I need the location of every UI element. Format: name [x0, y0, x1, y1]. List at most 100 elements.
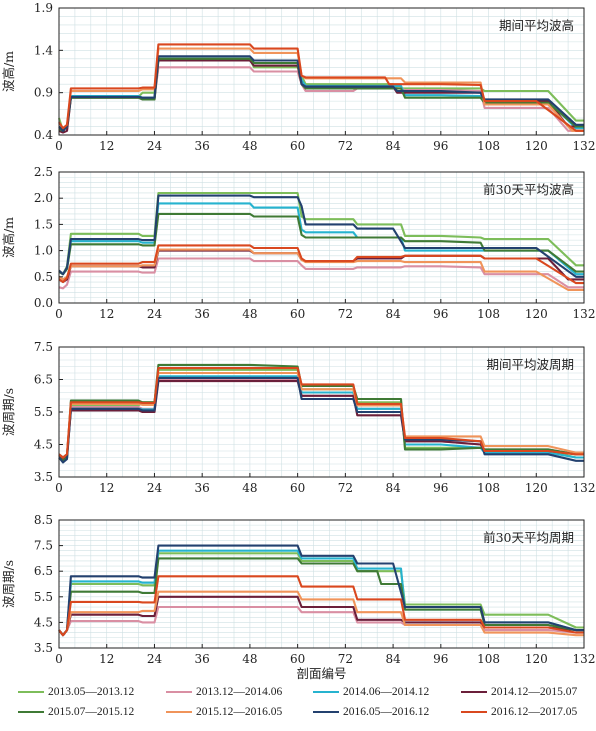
- series-line-1: [58, 552, 584, 637]
- x-tick-label: 96: [433, 481, 448, 495]
- y-tick-label: 4.5: [34, 438, 53, 452]
- chart-panel-4: 0 12 24 36 48 60 72 84 96 108 120 132 3.5 4.5 5.5 6.5 7.…: [1, 513, 596, 681]
- x-tick-label: 12: [99, 139, 114, 153]
- x-tick-label: 120: [525, 307, 548, 321]
- x-tick-label: 60: [290, 307, 305, 321]
- y-axis-label: 波周期/s: [1, 560, 16, 608]
- x-tick-label: 36: [195, 481, 210, 495]
- x-tick-label: 96: [433, 307, 448, 321]
- legend-swatch: [461, 691, 487, 693]
- x-tick-label: 132: [573, 652, 596, 666]
- y-tick-label: 3.5: [34, 641, 53, 655]
- y-tick-label: 7.5: [34, 340, 53, 354]
- legend-item: 2013.12—2014.06: [166, 684, 282, 700]
- series-line-8: [58, 43, 584, 132]
- legend-swatch: [313, 691, 339, 693]
- x-tick-label: 24: [147, 652, 163, 666]
- legend-item: 2015.12—2016.05: [166, 704, 282, 720]
- y-tick-label: 0.5: [34, 270, 53, 284]
- legend-item: 2014.12—2015.07: [461, 684, 577, 700]
- x-tick-label: 48: [242, 139, 257, 153]
- chart-panel-1: 0 12 24 36 48 60 72 84 96 108 120 132 0.4 0.9 1.4 1.9 波高…: [1, 1, 595, 153]
- x-tick-label: 108: [477, 481, 500, 495]
- y-tick-label: 5.5: [34, 405, 53, 419]
- plot-frame: [58, 7, 585, 136]
- series-line-8: [58, 367, 584, 459]
- series-line-3: [58, 202, 584, 276]
- series-line-8: [58, 575, 584, 637]
- x-tick-label: 72: [338, 307, 353, 321]
- y-tick-label: 3.5: [34, 470, 53, 484]
- x-tick-label: 72: [338, 652, 353, 666]
- y-tick-label: 1.0: [34, 244, 53, 258]
- legend-label: 2013.05—2013.12: [48, 686, 135, 698]
- chart-panel-2: 0 12 24 36 48 60 72 84 96 108 120 132 0.0 0.5 1.0 1.5 2.…: [1, 165, 595, 321]
- chart-panel-3: 0 12 24 36 48 60 72 84 96 108 120 132 3.5 4.5 5.5 6.5 7.…: [1, 340, 595, 495]
- panel-title: 期间平均波高: [499, 18, 574, 33]
- x-tick-label: 36: [195, 307, 210, 321]
- x-tick-label: 12: [99, 652, 114, 666]
- x-tick-label: 60: [290, 652, 305, 666]
- x-tick-label: 132: [573, 481, 596, 495]
- x-tick-label: 0: [55, 652, 63, 666]
- x-tick-label: 24: [147, 481, 163, 495]
- x-tick-label: 84: [385, 139, 401, 153]
- series-line-7: [58, 544, 584, 637]
- x-tick-label: 120: [525, 652, 548, 666]
- legend-label: 2015.12—2016.05: [196, 706, 283, 718]
- y-tick-label: 1.4: [34, 43, 53, 57]
- legend-item: 2015.07—2015.12: [18, 704, 134, 720]
- chart-panels: 0 12 24 36 48 60 72 84 96 108 120 1320.40.91.41.9波高…: [1, 1, 596, 681]
- x-tick-label: 60: [290, 139, 305, 153]
- panel-title: 前30天平均周期: [483, 530, 574, 545]
- x-tick-label: 48: [242, 652, 257, 666]
- y-tick-label: 0.9: [34, 86, 53, 100]
- legend-swatch: [18, 691, 44, 693]
- y-axis-label: 波周期/s: [1, 388, 16, 436]
- x-tick-label: 84: [385, 481, 401, 495]
- y-axis-label: 波高/m: [1, 51, 16, 92]
- series-line-7: [58, 194, 584, 278]
- y-tick-label: 6.5: [34, 373, 53, 387]
- plot-frame: [58, 171, 585, 304]
- y-axis-label: 波高/m: [1, 217, 16, 258]
- panel-title: 期间平均波周期: [486, 357, 574, 372]
- legend-item: 2016.12—2017.05: [461, 704, 577, 720]
- legend-swatch: [18, 711, 44, 713]
- y-tick-label: 4.5: [34, 615, 53, 629]
- y-tick-label: 1.5: [34, 217, 53, 231]
- x-tick-label: 108: [477, 652, 500, 666]
- series-line-6: [58, 371, 584, 459]
- series-line-6: [58, 590, 584, 637]
- y-tick-label: 6.5: [34, 564, 53, 578]
- x-tick-label: 72: [338, 139, 353, 153]
- legend-label: 2014.06—2014.12: [343, 686, 430, 698]
- y-tick-label: 0.0: [34, 296, 53, 310]
- x-tick-label: 24: [147, 139, 163, 153]
- legend-item: 2016.05—2016.12: [313, 704, 429, 720]
- panel-title: 前30天平均波高: [483, 182, 574, 197]
- series-line-2: [58, 257, 584, 290]
- x-tick-label: 36: [195, 652, 210, 666]
- legend-swatch: [166, 711, 192, 713]
- legend-item: 2014.06—2014.12: [313, 684, 429, 700]
- x-tick-label: 108: [477, 307, 500, 321]
- plot-frame: [58, 519, 585, 649]
- x-tick-label: 96: [433, 652, 448, 666]
- plot-area: [59, 8, 584, 135]
- gridlines: [58, 519, 585, 649]
- legend-swatch: [461, 711, 487, 713]
- x-tick-label: 48: [242, 307, 257, 321]
- x-tick-label: 132: [573, 139, 596, 153]
- y-tick-label: 2.0: [34, 191, 53, 205]
- y-tick-label: 8.5: [34, 513, 53, 527]
- legend-label: 2013.12—2014.06: [196, 686, 283, 698]
- x-tick-label: 96: [433, 139, 448, 153]
- x-tick-label: 108: [477, 139, 500, 153]
- legend: 2013.05—2013.12 2013.12—2014.06 2014.06—…: [8, 680, 596, 728]
- legend-label: 2016.05—2016.12: [343, 706, 430, 718]
- y-tick-label: 7.5: [34, 539, 53, 553]
- x-tick-label: 120: [525, 481, 548, 495]
- x-tick-label: 0: [55, 307, 63, 321]
